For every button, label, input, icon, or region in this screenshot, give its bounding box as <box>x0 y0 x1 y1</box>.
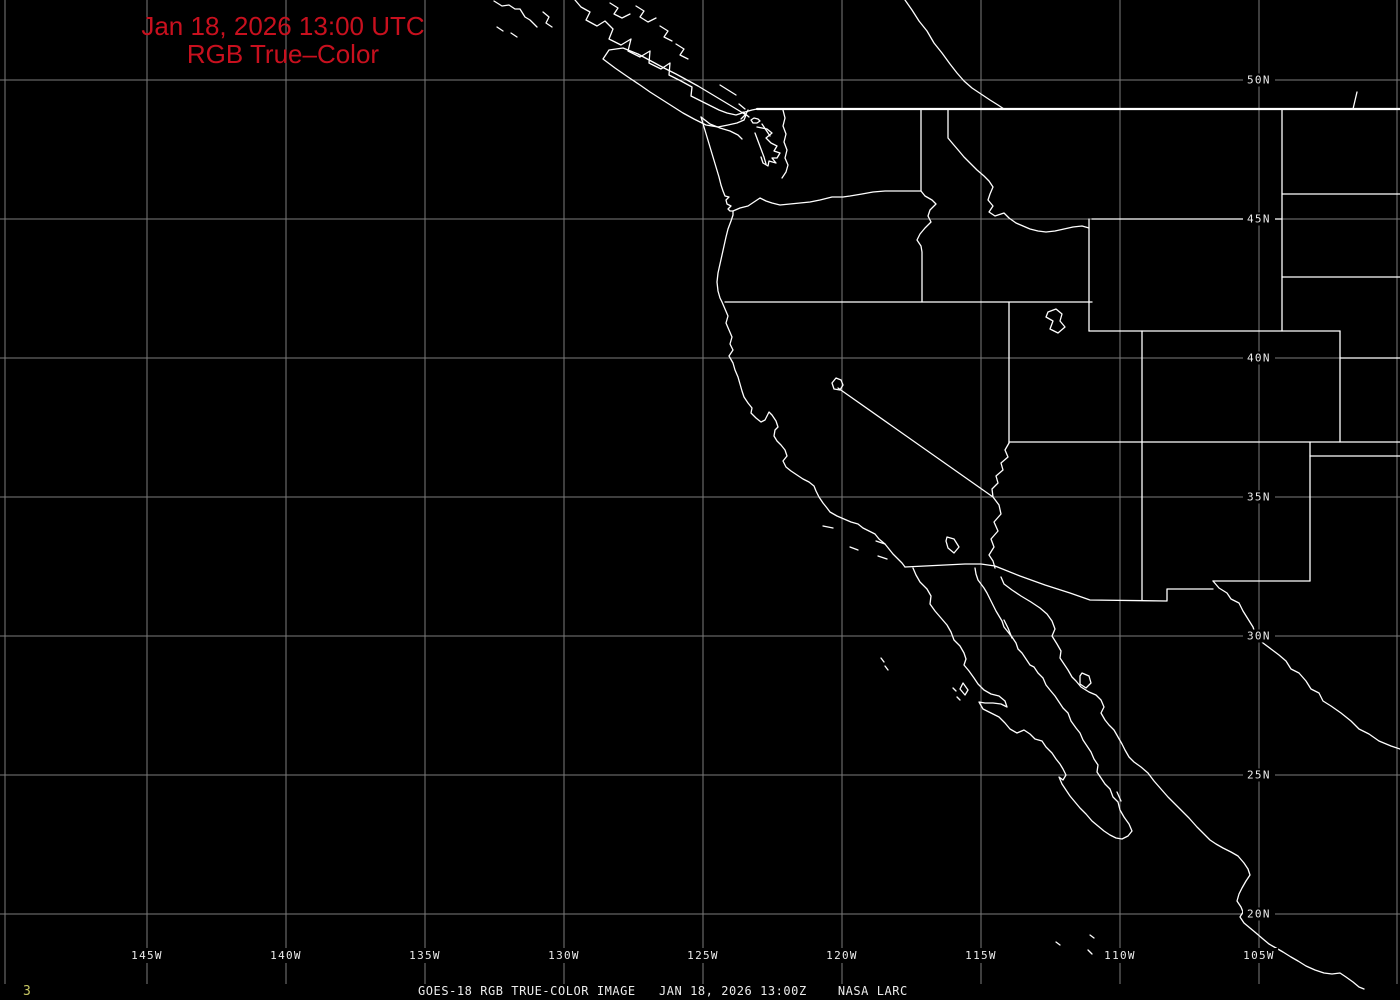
map-boundary-line <box>849 546 859 551</box>
lon-tick-label: 145W <box>128 948 166 963</box>
map-boundary-line <box>635 5 657 23</box>
map-boundary-line <box>1089 934 1095 939</box>
map-boundary-line <box>700 116 906 568</box>
map-boundary-line <box>1000 576 1365 990</box>
lat-tick-label: 35N <box>1243 490 1275 504</box>
image-title: Jan 18, 2026 13:00 UTC RGB True–Color <box>141 12 424 68</box>
map-boundary-line <box>904 563 1214 602</box>
map-boundary-line <box>609 2 631 19</box>
map-boundary-line <box>822 525 834 529</box>
lat-tick-label: 30N <box>1243 629 1275 643</box>
lon-tick-label: 125W <box>684 948 722 963</box>
map-boundary-line <box>754 132 767 165</box>
map-boundary-line <box>738 103 746 110</box>
lat-tick-label: 45N <box>1243 212 1275 226</box>
map-boundary-line <box>988 442 1010 569</box>
lon-tick-label: 110W <box>1101 948 1139 963</box>
map-boundary-line <box>574 0 758 116</box>
map-boundary-line <box>884 665 889 671</box>
map-boundary-line <box>602 47 747 128</box>
frame-number: 3 <box>23 984 31 999</box>
lon-tick-label: 140W <box>267 948 305 963</box>
lon-tick-label: 130W <box>545 948 583 963</box>
lat-tick-label: 20N <box>1243 907 1275 921</box>
map-boundary-line <box>700 116 743 140</box>
map-boundary-line <box>831 377 844 391</box>
lon-tick-label: 115W <box>962 948 1000 963</box>
map-boundary-line <box>1352 91 1358 110</box>
map-boundary-line <box>675 43 689 60</box>
map-boundary-line <box>1079 672 1092 689</box>
title-product: RGB True–Color <box>186 39 380 69</box>
map-boundary-line <box>542 11 553 28</box>
lat-tick-label: 25N <box>1243 768 1275 782</box>
map-boundary-line <box>916 190 937 303</box>
map-boundary-line <box>904 0 1005 110</box>
map-boundary-line <box>947 109 1090 233</box>
lat-tick-label: 50N <box>1243 73 1275 87</box>
map-boundary-line <box>875 540 886 545</box>
map-boundary-line <box>732 190 922 212</box>
lat-tick-label: 40N <box>1243 351 1275 365</box>
map-boundary-line <box>959 682 969 696</box>
map-boundary-line <box>1212 580 1400 750</box>
lon-tick-label: 120W <box>823 948 861 963</box>
map-boundary-line <box>496 26 504 32</box>
map-boundary-line <box>1116 791 1122 802</box>
map-boundary-line <box>877 555 888 560</box>
map-boundary-line <box>781 109 789 179</box>
map-boundary-line <box>945 536 960 554</box>
map-boundary-line <box>719 84 737 96</box>
map-boundary-line <box>1045 308 1066 334</box>
map-boundary-line <box>510 32 518 38</box>
footer-caption: GOES-18 RGB TRUE-COLOR IMAGE JAN 18, 202… <box>418 984 908 998</box>
map-boundary-line <box>659 25 673 42</box>
map-boundary-line <box>1003 619 1013 639</box>
coastlines-and-borders <box>493 0 1400 990</box>
map-boundary-line <box>880 657 885 663</box>
map-boundary-line <box>756 126 781 167</box>
lon-tick-label: 135W <box>406 948 444 963</box>
map-boundary-line <box>952 687 957 692</box>
map-boundary-line <box>956 696 961 701</box>
lon-tick-label: 105W <box>1240 948 1278 963</box>
map-boundary-line <box>750 117 761 124</box>
map-boundary-line <box>837 387 994 498</box>
map-boundary-line <box>1087 949 1093 955</box>
map-boundary-line <box>493 0 538 28</box>
map-boundary-line <box>1055 941 1061 946</box>
map-boundary-line <box>761 123 771 137</box>
title-timestamp: Jan 18, 2026 13:00 UTC <box>141 11 425 41</box>
map-boundary-line <box>912 567 1133 840</box>
